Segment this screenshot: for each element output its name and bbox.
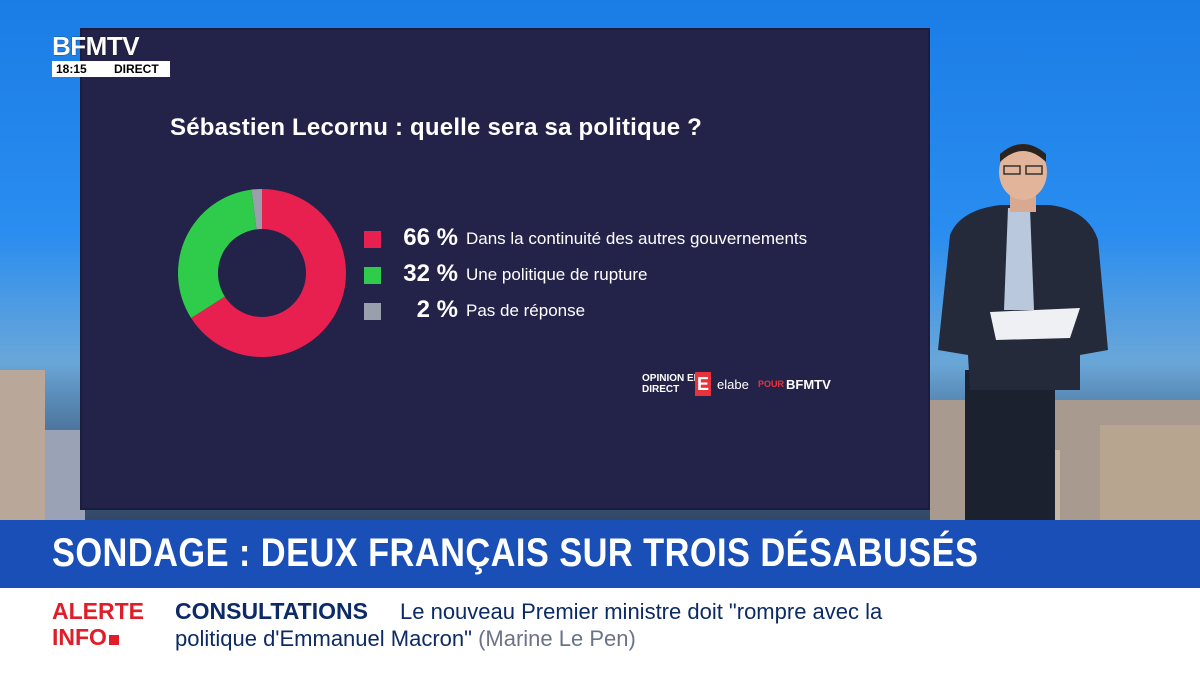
donut-slice [251, 189, 262, 230]
legend-swatch [364, 267, 381, 284]
ticker-text-line1: Le nouveau Premier ministre doit "rompre… [400, 599, 883, 624]
donut-chart [178, 189, 346, 357]
bfmtv-source-label: BFMTV [786, 377, 831, 392]
video-wall-screen: Sébastien Lecornu : quelle sera sa polit… [82, 30, 928, 508]
headline-banner: SONDAGE : DEUX FRANÇAIS SUR TROIS DÉSABU… [0, 520, 1200, 588]
alert-square-icon [108, 635, 119, 645]
bfmtv-logo: BFMTV 18:15 DIRECT [52, 33, 172, 77]
presenter-figure [938, 144, 1108, 520]
legend-percent: 66 % [403, 224, 458, 251]
alert-info-label: ALERTE INFO [52, 598, 144, 650]
news-ticker: ALERTE INFO CONSULTATIONS Le nouveau Pre… [0, 588, 1200, 675]
pour-label: POUR [758, 379, 785, 389]
alert-line: ALERTE [52, 598, 144, 624]
headline-text: SONDAGE : DEUX FRANÇAIS SUR TROIS DÉSABU… [52, 531, 979, 575]
legend-percent: 2 % [416, 296, 458, 323]
chart-title: Sébastien Lecornu : quelle sera sa polit… [170, 114, 702, 141]
bfmtv-logo-text: BFMTV [52, 31, 140, 61]
legend-swatch [364, 303, 381, 320]
legend-percent: 32 % [403, 260, 458, 287]
building [0, 370, 45, 520]
donut-slice [178, 189, 257, 319]
elabe-icon: E [695, 372, 711, 396]
info-line: INFO [52, 624, 144, 650]
building [45, 430, 85, 520]
ticker-topic: CONSULTATIONS [175, 598, 368, 624]
legend-label: Une politique de rupture [466, 265, 648, 284]
clock-time: 18:15 [56, 62, 87, 76]
building [1100, 425, 1200, 520]
live-bar: 18:15 DIRECT [52, 61, 170, 77]
poll-source: OPINION EN DIRECT E elabe POUR BFMTV [642, 371, 852, 401]
ticker-attribution: (Marine Le Pen) [478, 626, 636, 651]
legend-swatch [364, 231, 381, 248]
live-label: DIRECT [114, 62, 159, 76]
opinion-en-direct-logo: OPINION EN DIRECT [642, 373, 701, 395]
studio-background: Sébastien Lecornu : quelle sera sa polit… [0, 0, 1200, 520]
legend-label: Pas de réponse [466, 301, 586, 320]
elabe-label: elabe [717, 377, 749, 392]
donut-slice [191, 189, 346, 357]
ticker-text-line2: politique d'Emmanuel Macron" (Marine Le … [175, 626, 636, 651]
legend-label: Dans la continuité des autres gouverneme… [466, 229, 808, 248]
